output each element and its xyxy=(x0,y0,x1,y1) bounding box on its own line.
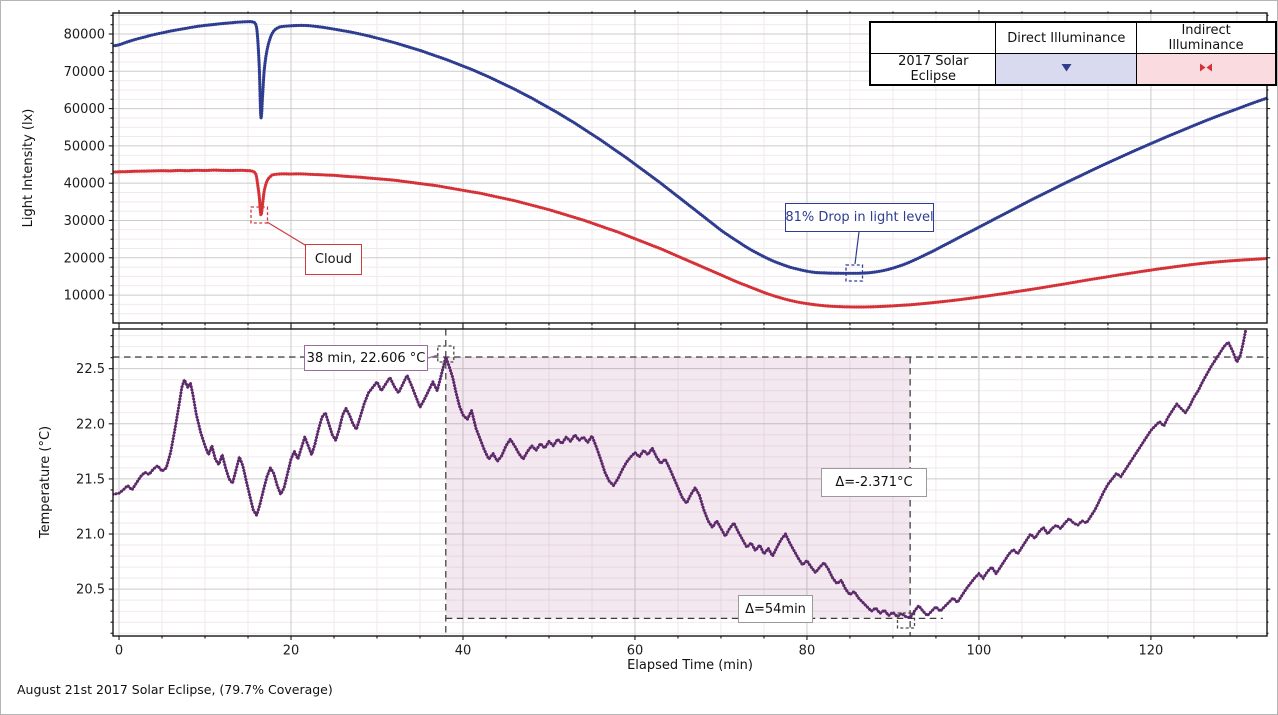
svg-text:22.5: 22.5 xyxy=(76,362,105,377)
temp-peak-bracket-marker xyxy=(437,345,455,363)
x-axis-label: Elapsed Time (min) xyxy=(627,658,753,673)
svg-text:70000: 70000 xyxy=(64,65,105,80)
legend-direct-marker-cell xyxy=(995,53,1138,86)
temp-min-bracket-marker xyxy=(896,612,916,629)
legend-empty-cell xyxy=(869,21,997,54)
legend-direct-header: Direct Illuminance xyxy=(995,21,1138,54)
svg-text:10000: 10000 xyxy=(64,289,105,304)
temperature-chart: 20.5 21.0 21.5 22.0 22.5 0 20 40 60 80 100 120 xyxy=(76,326,1271,659)
light-chart-ylabel: Light Intensity (lx) xyxy=(21,109,36,228)
svg-text:21.5: 21.5 xyxy=(76,472,105,487)
svg-text:30000: 30000 xyxy=(64,214,105,229)
legend-table: Direct Illuminance Indirect Illuminance … xyxy=(869,21,1277,86)
svg-text:20.5: 20.5 xyxy=(76,583,105,598)
triangle-down-marker-icon xyxy=(1061,63,1072,71)
svg-text:60000: 60000 xyxy=(64,102,105,117)
bowtie-marker-icon xyxy=(1200,63,1213,71)
svg-text:40000: 40000 xyxy=(64,177,105,192)
svg-text:80: 80 xyxy=(799,644,816,659)
cloud-connector-line xyxy=(266,221,311,249)
figure-caption: August 21st 2017 Solar Eclipse, (79.7% C… xyxy=(17,682,333,697)
delta-temp-annotation: Δ=-2.371°C xyxy=(821,468,927,497)
legend-indirect-marker-cell xyxy=(1136,53,1277,86)
legend-indirect-header: Indirect Illuminance xyxy=(1136,21,1277,54)
light-drop-annotation: 81% Drop in light level xyxy=(785,203,934,232)
temp-peak-annotation: 38 min, 22.606 °C xyxy=(304,345,428,371)
legend-series-title: 2017 Solar Eclipse xyxy=(869,53,997,86)
light-intensity-chart: 10000 20000 30000 40000 50000 60000 70000 80000 xyxy=(64,10,1271,327)
svg-text:40: 40 xyxy=(455,644,472,659)
light-min-bracket-marker xyxy=(845,264,864,282)
temperature-chart-ylabel: Temperature (°C) xyxy=(38,426,53,539)
delta-time-annotation: Δ=54min xyxy=(738,595,813,623)
annotation-markers xyxy=(250,206,916,629)
svg-text:22.0: 22.0 xyxy=(76,417,105,432)
svg-text:120: 120 xyxy=(1138,644,1163,659)
cloud-annotation: Cloud xyxy=(305,244,362,275)
svg-text:20000: 20000 xyxy=(64,251,105,266)
svg-text:80000: 80000 xyxy=(64,27,105,42)
svg-text:0: 0 xyxy=(115,644,123,659)
drop-connector-line xyxy=(854,231,860,265)
svg-text:60: 60 xyxy=(627,644,644,659)
svg-text:21.0: 21.0 xyxy=(76,528,105,543)
svg-text:100: 100 xyxy=(967,644,992,659)
cloud-bracket-marker xyxy=(250,206,269,224)
svg-text:50000: 50000 xyxy=(64,139,105,154)
svg-text:20: 20 xyxy=(283,644,300,659)
peak-connector-line xyxy=(427,354,439,359)
